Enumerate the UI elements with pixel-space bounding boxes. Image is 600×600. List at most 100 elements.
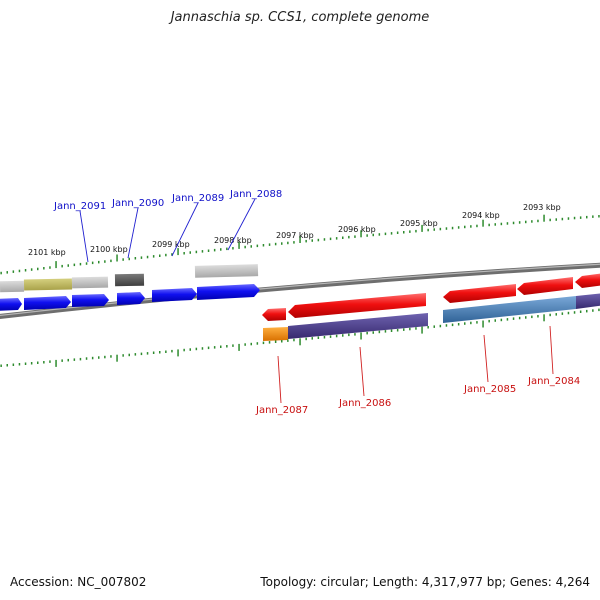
scale-tick-major (299, 236, 301, 243)
scale-tick-minor (512, 221, 515, 225)
reverse-label-leaders (277, 325, 554, 404)
scale-tick-minor (287, 339, 289, 342)
scale-tick-minor (183, 252, 185, 255)
scale-tick-minor (525, 220, 527, 224)
scale-tick-minor (348, 235, 350, 239)
scale-tick-major (360, 332, 362, 340)
scale-tick-minor (110, 355, 112, 358)
scale-tick-major (421, 224, 423, 232)
scale-tick-minor (37, 361, 39, 364)
scale-tick-minor (165, 350, 167, 353)
scale-tick-minor (329, 335, 332, 338)
scale-tick-minor (427, 326, 429, 329)
scale-tick-minor (110, 259, 112, 263)
scale-ticks-outer (0, 214, 600, 275)
scale-tick-minor (433, 325, 435, 328)
scale-tick-minor (24, 362, 27, 365)
scale-tick-minor (579, 310, 582, 313)
scale-tick-major (238, 343, 240, 351)
scale-tick-minor (195, 250, 198, 254)
scale-tick-minor (171, 349, 173, 353)
gene-arrow-reverse (575, 273, 600, 288)
scale-tick-minor (409, 230, 411, 233)
scale-tick-minor (323, 238, 326, 241)
scale-tick-minor (220, 248, 222, 251)
scale-tick-minor (250, 245, 252, 248)
scale-tick-minor (506, 318, 509, 321)
scale-tick-minor (348, 333, 350, 337)
scale-tick-minor (220, 345, 222, 348)
scale-tick-minor (262, 341, 265, 345)
scale-tick-minor (573, 216, 576, 220)
scale-tick-minor (518, 221, 521, 224)
scale-tick-minor (195, 347, 198, 351)
accession-text: Accession: NC_007802 (10, 575, 147, 589)
scale-tick-minor (494, 319, 496, 322)
scale-tick-minor (79, 262, 82, 266)
scale-tick-minor (586, 309, 588, 313)
gene-arrow-forward (0, 298, 22, 311)
scale-label: 2094 kbp (462, 211, 500, 220)
scale-tick-minor (427, 228, 429, 232)
scale-tick-minor (470, 225, 472, 228)
scale-tick-minor (159, 351, 161, 354)
scale-tick-minor (531, 315, 533, 319)
gene-label-jann-2089[interactable]: Jann_2089 (171, 193, 224, 204)
scale-tick-minor (207, 346, 210, 350)
scale-tick-minor (390, 232, 393, 235)
scale-label: 2099 kbp (152, 240, 190, 249)
scale-tick-minor (189, 348, 191, 351)
gene-label-jann-2091[interactable]: Jann_2091 (53, 201, 106, 212)
scale-tick-minor (287, 241, 289, 245)
scale-tick-minor (262, 244, 265, 247)
scale-tick-minor (0, 271, 2, 275)
scale-tick-minor (470, 321, 472, 325)
scale-tick-minor (146, 352, 149, 355)
scale-tick-minor (494, 223, 496, 226)
scale-tick-minor (403, 328, 405, 331)
gene-label-jann-2088[interactable]: Jann_2088 (229, 189, 282, 200)
scale-tick-minor (396, 231, 399, 234)
scale-label: 2096 kbp (338, 225, 376, 234)
scale-label: 2093 kbp (523, 203, 561, 212)
scale-ticks-inner (0, 308, 600, 367)
scale-tick-minor (293, 338, 295, 342)
scale-tick-minor (281, 242, 283, 245)
gene-label-jann-2084[interactable]: Jann_2084 (527, 376, 580, 387)
scale-tick-minor (256, 244, 259, 248)
scale-tick-minor (134, 257, 137, 260)
scale-tick-minor (537, 219, 539, 223)
gene-label-jann-2087[interactable]: Jann_2087 (255, 405, 308, 416)
scale-tick-minor (165, 253, 167, 257)
scale-tick-minor (500, 222, 503, 226)
scale-tick-minor (73, 358, 76, 361)
scale-tick-minor (445, 227, 448, 230)
scale-tick-minor (335, 237, 338, 240)
scale-label: 2101 kbp (28, 248, 66, 257)
scale-tick-minor (305, 239, 307, 243)
scale-tick-minor (274, 340, 277, 343)
scale-tick-minor (549, 218, 551, 222)
scale-tick-minor (226, 247, 228, 251)
scale-tick-minor (91, 356, 94, 360)
scale-tick-minor (37, 267, 39, 271)
scale-tick-minor (445, 324, 448, 327)
gene-label-jann-2086[interactable]: Jann_2086 (338, 398, 391, 409)
forward-genes (0, 284, 260, 311)
scale-tick-minor (531, 220, 533, 223)
scale-tick-minor (335, 334, 338, 338)
scale-tick-minor (464, 225, 466, 229)
scale-tick-minor (18, 269, 21, 273)
cog-ring-forward (0, 264, 259, 293)
gene-label-jann-2090[interactable]: Jann_2090 (111, 198, 164, 209)
gene-label-jann-2085[interactable]: Jann_2085 (463, 384, 516, 395)
scale-tick-minor (30, 362, 33, 365)
scale-tick-minor (104, 355, 106, 359)
scale-tick-minor (323, 336, 326, 339)
scale-tick-minor (189, 251, 191, 254)
scale-tick-minor (384, 330, 387, 333)
scale-tick-major (299, 338, 301, 346)
scale-tick-minor (171, 253, 173, 256)
scale-tick-minor (561, 312, 564, 315)
